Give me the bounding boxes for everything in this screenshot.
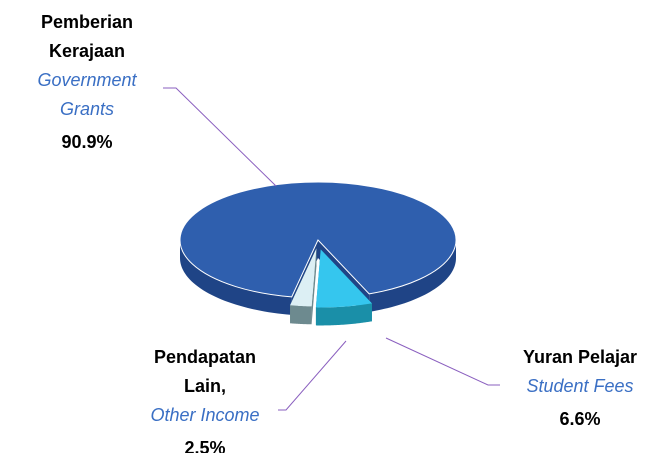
slice-side [369,240,456,312]
value-label: 90.9% [61,132,113,152]
slice-side [315,303,372,326]
category-label-en: Student Fees [526,376,634,396]
slice-label: Yuran Pelajar Student Fees 6.6% [496,343,664,434]
slice-label: Pemberian Kerajaan Government Grants 90.… [8,8,166,157]
slice [179,181,457,298]
slice-side [290,305,312,325]
leader-line [385,337,500,386]
category-label: Pemberian Kerajaan [40,12,134,61]
leader-line [278,340,347,411]
category-label-en: Other Income [150,405,260,425]
slice-side [180,240,292,315]
category-label: Yuran Pelajar [522,347,638,367]
category-label: Pendapatan Lain, [153,347,257,396]
slice [290,248,317,307]
value-label: 2.5% [184,438,226,453]
slice [315,249,372,308]
value-label: 6.6% [559,409,601,429]
slice-label: Pendapatan Lain, Other Income 2.5% [135,343,275,453]
leader-line [163,87,277,187]
category-label-en: Government Grants [37,70,137,119]
